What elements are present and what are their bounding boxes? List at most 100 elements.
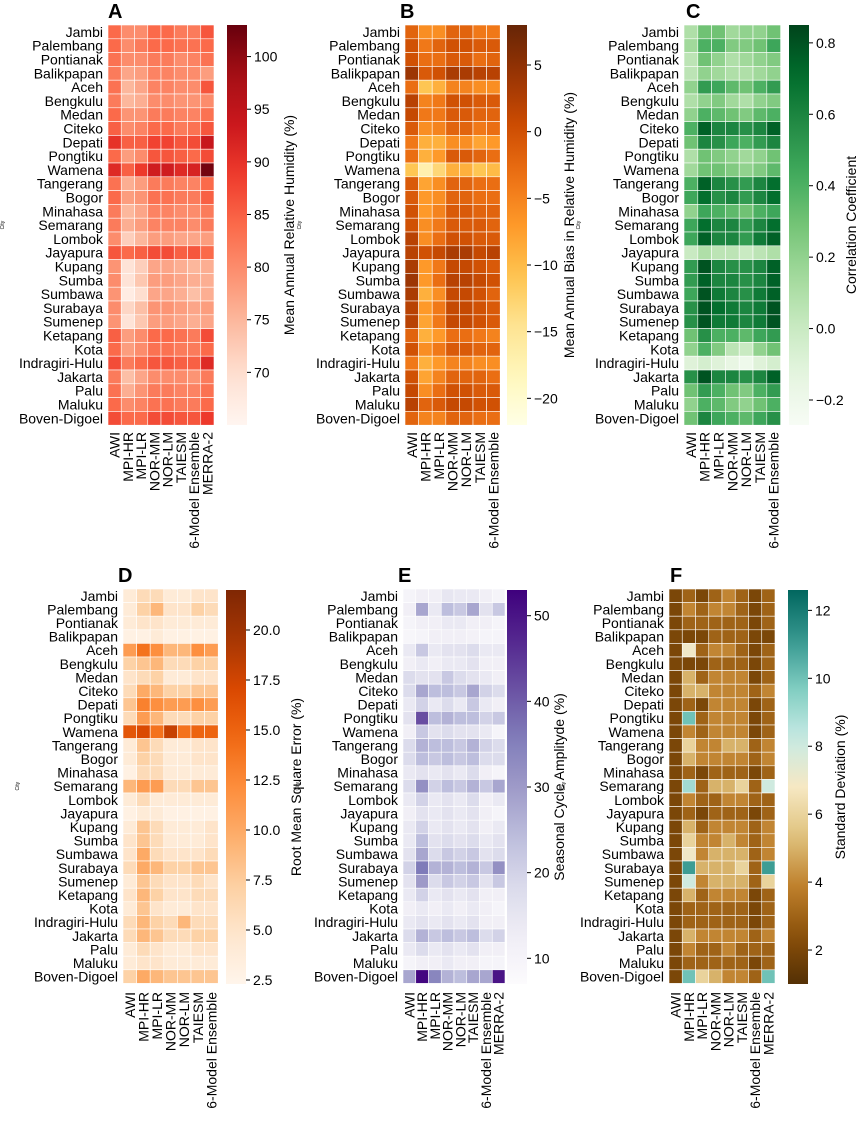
heatmap-cell	[479, 942, 493, 957]
panel-label: C	[686, 1, 700, 23]
heatmap-cell	[681, 588, 696, 603]
city-tick-label: Maluku	[58, 397, 103, 413]
heatmap-cell	[766, 190, 781, 205]
heatmap-cell	[173, 66, 188, 81]
heatmap-cell	[404, 286, 419, 302]
heatmap-cell	[766, 135, 781, 150]
heatmap-cell	[453, 901, 468, 916]
heatmap-cell	[491, 670, 506, 685]
heatmap-cell	[695, 656, 710, 671]
city-tick-label: Aceh	[632, 642, 664, 658]
heatmap-cell	[697, 342, 712, 357]
city-tick-label: Jakarta	[57, 369, 103, 385]
heatmap-cell	[472, 204, 487, 219]
heatmap-cell	[459, 286, 474, 302]
city-tick-label: Palu	[75, 383, 103, 399]
heatmap-cell	[466, 833, 480, 848]
heatmap-cell	[160, 259, 175, 274]
city-tick-label: Kupang	[352, 259, 400, 275]
heatmap-panel-a: ACityJambiPalembangPontianakBalikpapanAc…	[0, 1, 297, 549]
heatmap-cell	[708, 779, 723, 794]
heatmap-cell	[466, 670, 480, 685]
heatmap-cell	[734, 588, 749, 603]
heatmap-cell	[122, 615, 137, 631]
colorbar-tick-label: 30	[534, 779, 550, 795]
city-tick-label: Lombok	[348, 792, 399, 808]
heatmap-cell	[187, 121, 202, 136]
model-tick-label: AWI	[122, 992, 138, 1018]
heatmap-cell	[134, 328, 149, 343]
city-tick-label: Pongtiku	[344, 710, 398, 726]
heatmap-cell	[160, 314, 175, 329]
heatmap-cell	[404, 204, 419, 219]
heatmap-cell	[453, 847, 468, 862]
heatmap-cell	[725, 286, 740, 302]
heatmap-cell	[681, 955, 696, 971]
heatmap-cell	[466, 683, 480, 699]
heatmap-cell	[721, 643, 736, 658]
colorbar-tick-label: −10	[534, 257, 558, 273]
heatmap-cell	[147, 259, 162, 274]
heatmap-cell	[147, 121, 162, 136]
heatmap-cell	[734, 887, 749, 903]
heatmap-cell	[431, 300, 447, 316]
city-tick-label: Sumenep	[43, 314, 103, 330]
heatmap-cell	[459, 355, 474, 371]
colorbar-tick-label: 8	[815, 738, 823, 754]
heatmap-cell	[721, 847, 736, 862]
heatmap-cell	[708, 942, 723, 957]
heatmap-cell	[147, 411, 162, 426]
heatmap-cell	[734, 860, 749, 875]
heatmap-cell	[200, 204, 215, 219]
heatmap-cell	[708, 833, 723, 848]
heatmap-cell	[428, 942, 442, 957]
heatmap-cell	[147, 38, 162, 53]
heatmap-cell	[149, 915, 165, 930]
heatmap-cell	[415, 969, 429, 984]
heatmap-cell	[708, 765, 723, 780]
heatmap-cell	[472, 273, 487, 288]
heatmap-cell	[163, 833, 178, 848]
heatmap-cell	[748, 588, 763, 603]
heatmap-cell	[697, 300, 712, 316]
heatmap-cell	[668, 942, 683, 957]
heatmap-cell	[466, 819, 480, 835]
heatmap-cell	[748, 670, 763, 685]
city-tick-label: Surabaya	[338, 860, 398, 876]
heatmap-cell	[204, 806, 219, 821]
heatmap-cell	[431, 273, 447, 288]
heatmap-cell	[160, 52, 175, 67]
heatmap-cell	[752, 204, 768, 219]
heatmap-cell	[187, 259, 202, 274]
model-tick-label: MPI-HR	[681, 992, 697, 1042]
heatmap-cell	[415, 738, 429, 753]
city-tick-label: Palembang	[329, 38, 400, 54]
heatmap-cell	[738, 52, 754, 67]
heatmap-cell	[721, 792, 736, 807]
heatmap-cell	[681, 724, 696, 739]
heatmap-cell	[761, 615, 776, 631]
model-tick-label: AWI	[683, 432, 699, 458]
heatmap-cell	[761, 969, 776, 984]
heatmap-cell	[766, 121, 781, 136]
heatmap-cell	[163, 751, 178, 767]
heatmap-cell	[415, 643, 429, 658]
colorbar-label: Mean Annual Bias in Relative Humidity (%…	[561, 92, 577, 358]
heatmap-cell	[122, 915, 137, 930]
heatmap-cell	[748, 887, 763, 903]
heatmap-cell	[708, 615, 723, 631]
heatmap-cell	[681, 643, 696, 658]
city-tick-label: Indragiri-Hulu	[19, 355, 103, 371]
heatmap-cell	[163, 724, 178, 739]
heatmap-cell	[122, 711, 137, 726]
heatmap-cell	[683, 355, 699, 371]
heatmap-cell	[479, 588, 493, 603]
heatmap-cell	[122, 738, 137, 753]
heatmap-cell	[160, 273, 175, 288]
y-axis-label: City	[561, 781, 567, 790]
heatmap-cell	[761, 670, 776, 685]
heatmap-cell	[695, 765, 710, 780]
heatmap-cell	[177, 711, 192, 726]
heatmap-cell	[187, 66, 202, 81]
heatmap-cell	[402, 887, 417, 903]
